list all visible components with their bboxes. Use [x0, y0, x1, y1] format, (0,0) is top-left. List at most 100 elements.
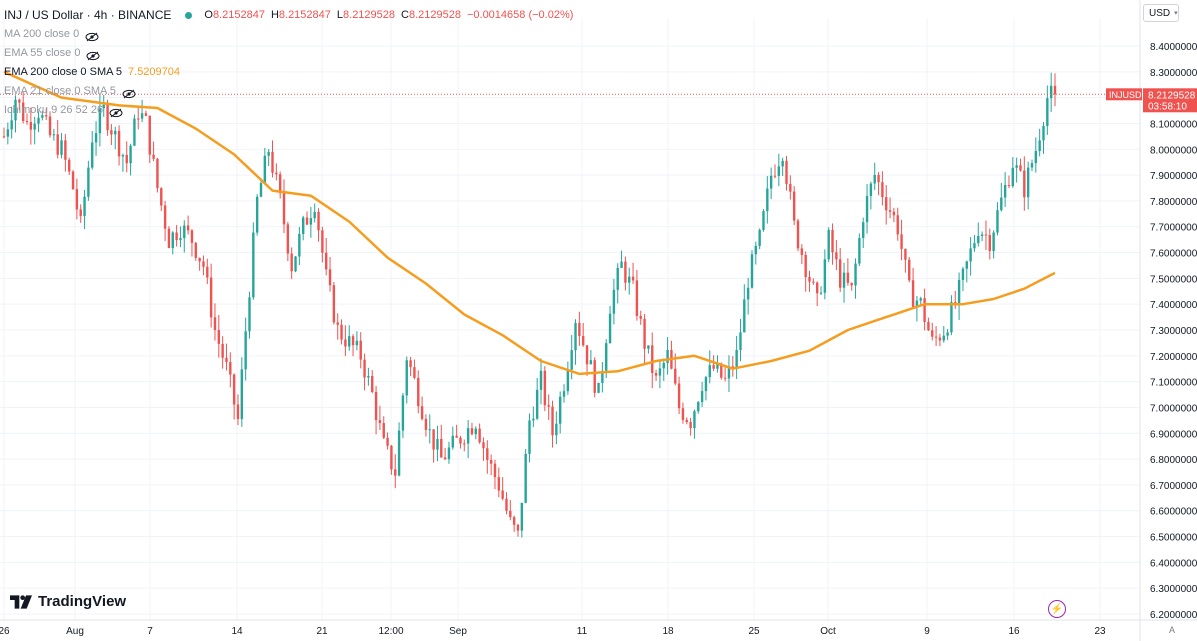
indicator-row[interactable]: EMA 55 close 0	[4, 44, 579, 63]
candle-body	[351, 336, 355, 346]
change-value: −0.0014658 (−0.02%)	[466, 9, 574, 21]
candle-body	[213, 317, 217, 331]
candle-body	[91, 142, 94, 168]
indicator-row[interactable]: EMA 200 close 0 SMA 5 7.5209704	[4, 63, 579, 82]
candle-body	[332, 285, 336, 323]
candle-body	[746, 287, 750, 300]
candle-body	[313, 211, 316, 219]
candle-body	[589, 360, 593, 365]
candle-body	[620, 261, 623, 268]
candle-body	[271, 151, 274, 173]
candle-body	[654, 373, 658, 376]
indicator-row[interactable]: MA 200 close 0	[4, 25, 579, 44]
candle-body	[904, 248, 907, 260]
ohlc-value-h: 8.2152847	[278, 9, 331, 21]
candle-body	[417, 377, 420, 407]
candle-body	[71, 171, 75, 190]
candle-body	[777, 166, 781, 176]
candle-body	[815, 282, 819, 294]
market-status-dot[interactable]	[185, 12, 193, 19]
candle-body	[624, 261, 627, 283]
candle-body	[363, 359, 366, 378]
candle-body	[451, 435, 454, 448]
currency-button[interactable]: USD ▾	[1143, 4, 1179, 22]
candle-body	[1049, 85, 1053, 99]
eye-hidden-icon[interactable]	[122, 87, 136, 98]
candle-body	[29, 122, 33, 130]
y-tick-label: 7.7000000	[1150, 223, 1197, 234]
candle-body	[221, 343, 224, 358]
y-tick-label: 8.4000000	[1150, 42, 1197, 53]
indicator-row[interactable]: Ichimoku 9 26 52 26	[4, 101, 579, 120]
candle-body	[570, 350, 573, 370]
symbol-title[interactable]: INJ / US Dollar · 4h · BINANCE	[4, 8, 172, 22]
candle-body	[804, 254, 807, 277]
candle-body	[144, 113, 148, 116]
indicator-row[interactable]: EMA 21 close 0 SMA 5	[4, 82, 579, 101]
candle-body	[102, 104, 105, 109]
ohlc-label-c: C	[401, 9, 409, 21]
candle-body	[1000, 197, 1003, 211]
candle-body	[865, 196, 869, 223]
candle-body	[911, 280, 915, 307]
indicator-name: EMA 21 close 0 SMA 5	[4, 85, 116, 97]
candle-body	[18, 99, 21, 103]
candle-body	[167, 228, 171, 249]
candle-body	[562, 391, 566, 397]
eye-hidden-icon[interactable]	[109, 106, 123, 117]
indicator-name: EMA 55 close 0	[4, 47, 81, 59]
y-tick-label: 7.5000000	[1150, 274, 1197, 285]
candle-body	[762, 211, 765, 230]
candle-body	[367, 375, 370, 378]
candle-body	[547, 405, 550, 407]
y-tick-label: 8.0000000	[1150, 145, 1197, 156]
candle-body	[98, 108, 102, 134]
tradingview-logo[interactable]: TradingView	[10, 593, 126, 610]
candle-body	[605, 343, 608, 371]
candle-body	[651, 345, 654, 374]
candle-body	[585, 345, 589, 365]
candle-body	[520, 502, 524, 531]
candle-body	[1026, 167, 1030, 198]
candle-body	[48, 116, 52, 136]
candle-body	[704, 377, 708, 392]
candle-body	[309, 218, 313, 225]
candle-body	[236, 404, 240, 420]
candle-body	[727, 366, 731, 379]
candle-body	[1015, 165, 1018, 168]
candle-body	[643, 318, 646, 349]
candle-body	[769, 175, 773, 189]
eye-hidden-icon[interactable]	[85, 30, 99, 41]
candle-body	[512, 517, 516, 525]
candle-body	[869, 183, 873, 197]
eye-hidden-icon[interactable]	[86, 49, 100, 60]
candle-body	[961, 268, 965, 280]
candle-body	[681, 408, 685, 420]
y-tick-label: 7.0000000	[1150, 403, 1197, 414]
candle-body	[340, 324, 343, 340]
candle-body	[405, 360, 408, 396]
auto-scale-button[interactable]: A	[1168, 625, 1175, 635]
candle-body	[708, 365, 711, 378]
candle-body	[873, 174, 876, 184]
candle-body	[593, 360, 596, 393]
candle-body	[489, 460, 493, 464]
candle-body	[37, 117, 40, 124]
candle-body	[171, 232, 174, 249]
candle-body	[712, 365, 715, 369]
y-tick-label: 7.2000000	[1150, 352, 1197, 363]
lightning-icon[interactable]: ⚡	[1048, 600, 1066, 618]
candle-body	[163, 205, 167, 229]
candle-body	[850, 282, 853, 286]
candle-body	[754, 245, 758, 255]
candle-body	[689, 422, 692, 429]
candle-body	[183, 225, 186, 239]
candle-body	[275, 172, 278, 175]
indicator-name: Ichimoku 9 26 52 26	[4, 104, 104, 116]
candle-body	[278, 174, 282, 194]
indicator-name: MA 200 close 0	[4, 28, 80, 40]
candle-body	[957, 279, 961, 305]
candle-body	[317, 211, 320, 231]
candle-body	[528, 420, 531, 454]
